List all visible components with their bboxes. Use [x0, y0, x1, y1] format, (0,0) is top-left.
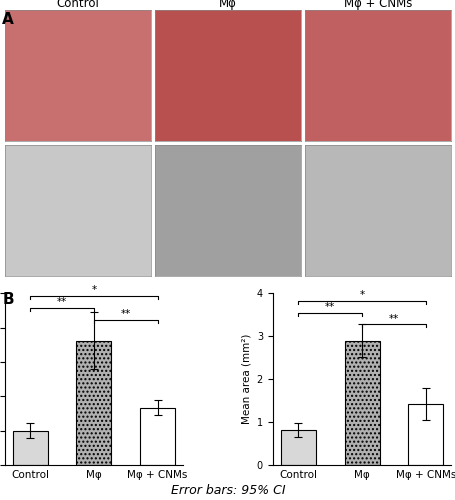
Text: **: ** — [324, 302, 334, 312]
Y-axis label: Mean area (mm²): Mean area (mm²) — [241, 334, 251, 424]
Bar — [344, 340, 379, 465]
Bar — [13, 430, 48, 465]
Text: **: ** — [57, 298, 67, 308]
Text: **: ** — [388, 314, 398, 324]
Text: **: ** — [121, 310, 131, 320]
Text: *: * — [91, 286, 96, 296]
Bar — [407, 404, 442, 465]
Title: Mφ + CNMs: Mφ + CNMs — [344, 0, 412, 10]
Bar — [280, 430, 315, 465]
Text: B: B — [2, 292, 14, 308]
Text: *: * — [359, 290, 364, 300]
Bar — [76, 340, 111, 465]
Title: Mφ: Mφ — [219, 0, 236, 10]
Bar — [140, 408, 175, 465]
Text: Error bars: 95% CI: Error bars: 95% CI — [170, 484, 285, 498]
Text: A: A — [2, 12, 14, 28]
Title: Control: Control — [56, 0, 99, 10]
